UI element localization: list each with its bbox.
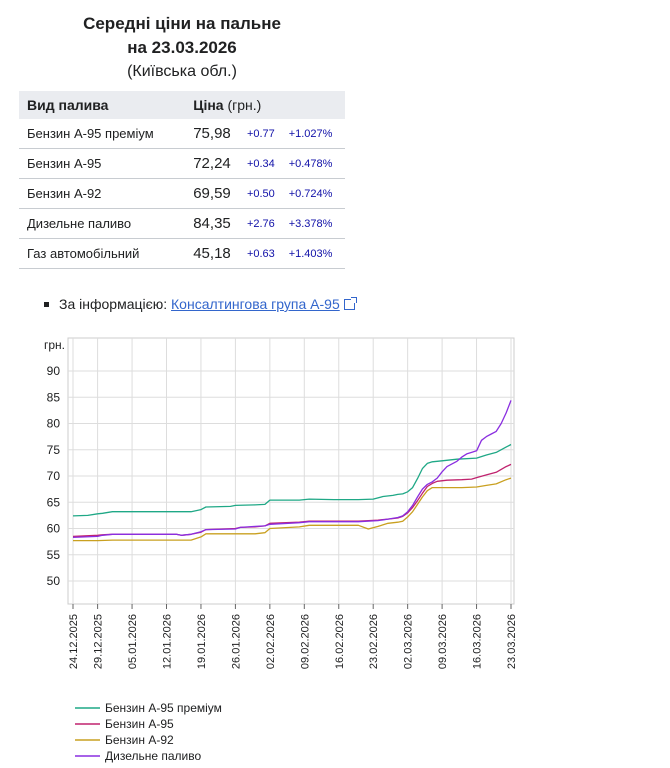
price-change-abs: +0.77 [242,119,285,149]
x-axis-ticks: 24.12.2025 29.12.2025 05.01.2026 12.01.2026… [68,614,518,669]
y-tick-label: 80 [47,417,61,431]
y-tick-label: 75 [47,443,61,457]
x-tick-label: 12.01.2026 [162,614,174,669]
x-tick-label: 05.01.2026 [127,614,139,669]
x-tick-label: 09.03.2026 [437,614,449,669]
legend-label: Дизельне паливо [105,749,201,763]
fuel-price: 75,98 [185,119,243,149]
x-tick-label: 29.12.2025 [93,614,105,669]
table-row: Бензин А-92 69,59 +0.50 +0.724% [19,178,345,209]
fuel-price: 84,35 [185,208,243,239]
y-tick-label: 65 [47,495,61,509]
x-tick-label: 26.01.2026 [230,614,242,669]
y-axis-label: грн. [44,338,65,352]
price-change-abs: +0.50 [242,178,285,209]
price-change-abs: +2.76 [242,208,285,239]
fuel-name: Бензин А-95 преміум [19,119,186,149]
y-tick-label: 85 [47,390,61,404]
source-prefix: За інформацією: [59,296,168,312]
legend-label: Бензин А-95 [105,717,174,731]
table-row: Бензин А-95 72,24 +0.34 +0.478% [19,148,345,179]
page-header: Середні ціни на пальне на 23.03.2026 (Ки… [20,12,344,84]
fuel-name: Бензин А-95 [19,148,186,179]
col-price-header: Ціна (грн.) [185,91,345,119]
chart-legend: Бензин А-95 преміум Бензин А-95 Бензин А-9… [75,701,222,763]
y-tick-label: 60 [47,522,61,536]
source-link[interactable]: Консалтингова група А-95 [171,296,340,312]
fuel-price-chart: грн. 90 85 80 75 70 65 60 55 50 24.12.2025 29.12.… [44,337,518,763]
series-line [72,443,512,517]
series-line [72,400,512,539]
x-tick-label: 02.02.2026 [265,614,277,669]
page-region: (Київська обл.) [127,63,237,80]
bullet-icon [44,301,49,307]
col-price-unit: (грн.) [227,97,262,113]
plot-frame [67,337,515,605]
table-header-row: Вид палива Ціна (грн.) [19,91,345,119]
external-link-icon [343,297,357,310]
page-date: на 23.03.2026 [127,38,237,57]
col-fuel-header: Вид палива [19,91,186,119]
price-change-pct: +3.378% [284,208,345,239]
price-change-pct: +0.478% [284,148,345,179]
y-tick-label: 50 [47,574,61,588]
table-row: Газ автомобільний 45,18 +0.63 +1.403% [19,238,345,269]
y-tick-label: 55 [47,548,61,562]
table-row: Бензин А-95 преміум 75,98 +0.77 +1.027% [19,119,345,149]
col-price-label: Ціна [193,97,224,113]
x-tick-label: 02.03.2026 [403,614,415,669]
fuel-price: 72,24 [185,148,243,179]
price-change-pct: +1.027% [284,119,345,149]
table-row: Дизельне паливо 84,35 +2.76 +3.378% [19,208,345,239]
fuel-price: 45,18 [185,238,243,269]
x-tick-label: 24.12.2025 [68,614,80,669]
x-tick-label: 16.02.2026 [334,614,346,669]
x-tick-label: 23.03.2026 [506,614,518,669]
x-tick-label: 19.01.2026 [196,614,208,669]
source-note: За інформацією: Консалтингова група А-95 [44,296,357,312]
y-tick-label: 90 [47,364,61,378]
fuel-name: Газ автомобільний [19,238,186,269]
fuel-name: Бензин А-92 [19,178,186,209]
fuel-price: 69,59 [185,178,243,209]
x-tick-label: 23.02.2026 [368,614,380,669]
chart-grid [67,337,515,609]
price-change-pct: +0.724% [284,178,345,209]
x-tick-label: 16.03.2026 [472,614,484,669]
y-tick-label: 70 [47,469,61,483]
legend-label: Бензин А-92 [105,733,174,747]
fuel-name: Дизельне паливо [19,208,186,239]
price-change-abs: +0.63 [242,238,285,269]
chart-series [72,400,512,542]
price-change-pct: +1.403% [284,238,345,269]
series-line [73,477,512,542]
page-title: Середні ціни на пальне [83,14,281,33]
x-tick-label: 09.02.2026 [299,614,311,669]
price-change-abs: +0.34 [242,148,285,179]
legend-label: Бензин А-95 преміум [105,701,222,715]
y-axis-ticks: 90 85 80 75 70 65 60 55 50 [47,364,61,588]
fuel-price-table: Вид палива Ціна (грн.) Бензин А-95 премі… [19,91,345,269]
